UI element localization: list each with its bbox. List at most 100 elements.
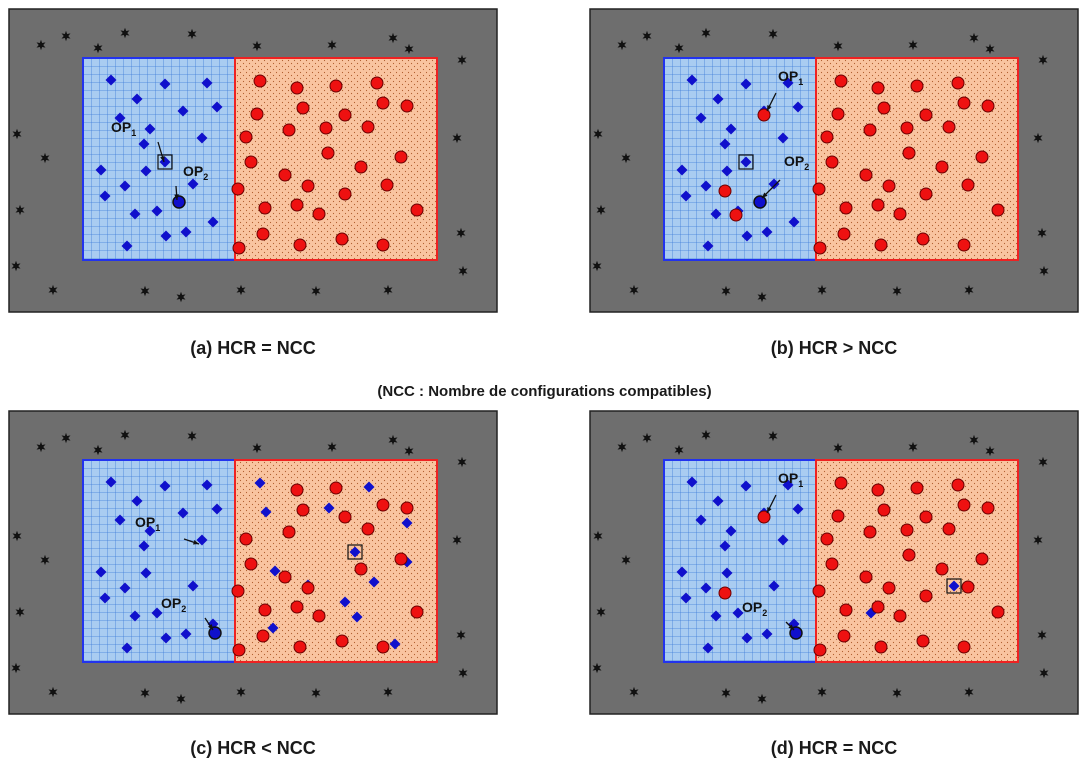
op-label: OP2 bbox=[183, 163, 208, 182]
circle-marker bbox=[877, 503, 891, 517]
circle-marker bbox=[729, 208, 743, 222]
circle-marker bbox=[338, 108, 352, 122]
circle-marker bbox=[919, 187, 933, 201]
arrow-head bbox=[767, 105, 772, 111]
diamond-marker bbox=[114, 514, 126, 526]
circle-marker bbox=[871, 600, 885, 614]
star-icon bbox=[36, 39, 46, 51]
star-icon bbox=[48, 284, 58, 296]
circle-marker bbox=[900, 121, 914, 135]
star-icon bbox=[817, 686, 827, 698]
op-label: OP2 bbox=[784, 153, 809, 172]
diamond-marker bbox=[211, 503, 223, 515]
circle-marker bbox=[991, 203, 1005, 217]
star-icon bbox=[629, 284, 639, 296]
star-icon bbox=[592, 662, 602, 674]
circle-marker bbox=[919, 108, 933, 122]
star-icon bbox=[757, 291, 767, 303]
panel-a-diagram: OP1 OP2 bbox=[8, 8, 498, 313]
star-icon bbox=[721, 687, 731, 699]
circle-marker bbox=[871, 483, 885, 497]
star-icon bbox=[176, 291, 186, 303]
panel-b-diagram: OP1 OP2 bbox=[589, 8, 1079, 313]
star-icon bbox=[642, 30, 652, 42]
star-icon bbox=[617, 441, 627, 453]
circle-marker bbox=[871, 81, 885, 95]
circle-marker bbox=[820, 532, 834, 546]
star-icon bbox=[176, 693, 186, 705]
circle-marker bbox=[410, 605, 424, 619]
circle-marker bbox=[825, 557, 839, 571]
diamond-marker bbox=[349, 546, 361, 558]
circle-marker bbox=[910, 481, 924, 495]
star-icon bbox=[140, 687, 150, 699]
circle-marker bbox=[820, 130, 834, 144]
diamond-marker bbox=[788, 216, 800, 228]
circle-marker bbox=[253, 74, 267, 88]
star-icon bbox=[93, 444, 103, 456]
star-icon bbox=[1033, 132, 1043, 144]
circle-marker bbox=[278, 168, 292, 182]
circle-marker bbox=[258, 603, 272, 617]
circle-marker bbox=[837, 227, 851, 241]
circle-marker bbox=[290, 81, 304, 95]
circle-marker bbox=[916, 232, 930, 246]
circle-marker bbox=[410, 203, 424, 217]
diamond-marker bbox=[138, 138, 150, 150]
circle-marker bbox=[376, 238, 390, 252]
circle-marker bbox=[839, 201, 853, 215]
star-icon bbox=[452, 132, 462, 144]
caption-b: (b) HCR > NCC bbox=[770, 338, 898, 358]
circle-marker bbox=[942, 522, 956, 536]
star-icon bbox=[11, 662, 21, 674]
diamond-marker bbox=[368, 576, 380, 588]
diamond-marker bbox=[777, 132, 789, 144]
circle-marker bbox=[290, 600, 304, 614]
star-icon bbox=[61, 432, 71, 444]
diamond-marker bbox=[151, 205, 163, 217]
circle-marker bbox=[296, 503, 310, 517]
circle-marker bbox=[370, 76, 384, 90]
diamond-marker bbox=[401, 517, 413, 529]
star-icon bbox=[1038, 456, 1048, 468]
diamond-marker bbox=[680, 592, 692, 604]
diamond-marker bbox=[761, 628, 773, 640]
diamond-marker bbox=[196, 534, 208, 546]
circle-marker bbox=[813, 643, 827, 657]
circle-marker bbox=[239, 532, 253, 546]
diamond-marker bbox=[201, 77, 213, 89]
circle-marker bbox=[354, 562, 368, 576]
diamond-marker bbox=[177, 507, 189, 519]
circle-marker bbox=[312, 609, 326, 623]
diamond-marker bbox=[948, 580, 960, 592]
circle-marker bbox=[718, 184, 732, 198]
star-icon bbox=[621, 152, 631, 164]
circle-marker bbox=[813, 241, 827, 255]
circle-marker bbox=[859, 168, 873, 182]
diamond-marker bbox=[119, 582, 131, 594]
diamond-marker bbox=[782, 77, 794, 89]
diamond-marker bbox=[695, 112, 707, 124]
diamond-marker bbox=[180, 628, 192, 640]
diamond-marker bbox=[700, 180, 712, 192]
circle-marker bbox=[282, 525, 296, 539]
star-icon bbox=[93, 42, 103, 54]
star-icon bbox=[892, 285, 902, 297]
circle-marker bbox=[874, 238, 888, 252]
blue-region bbox=[82, 57, 236, 261]
diamond-marker bbox=[121, 642, 133, 654]
diamond-marker bbox=[680, 190, 692, 202]
diamond-marker bbox=[700, 582, 712, 594]
panel-b: OP1 OP2 bbox=[589, 8, 1079, 313]
star-icon bbox=[969, 32, 979, 44]
star-icon bbox=[908, 441, 918, 453]
star-icon bbox=[388, 32, 398, 44]
diamond-marker bbox=[732, 607, 744, 619]
circle-marker bbox=[361, 120, 375, 134]
star-icon bbox=[383, 686, 393, 698]
star-icon bbox=[12, 530, 22, 542]
diamond-marker bbox=[725, 123, 737, 135]
circle-marker bbox=[282, 123, 296, 137]
diamond-marker bbox=[269, 565, 281, 577]
circle-marker bbox=[951, 76, 965, 90]
